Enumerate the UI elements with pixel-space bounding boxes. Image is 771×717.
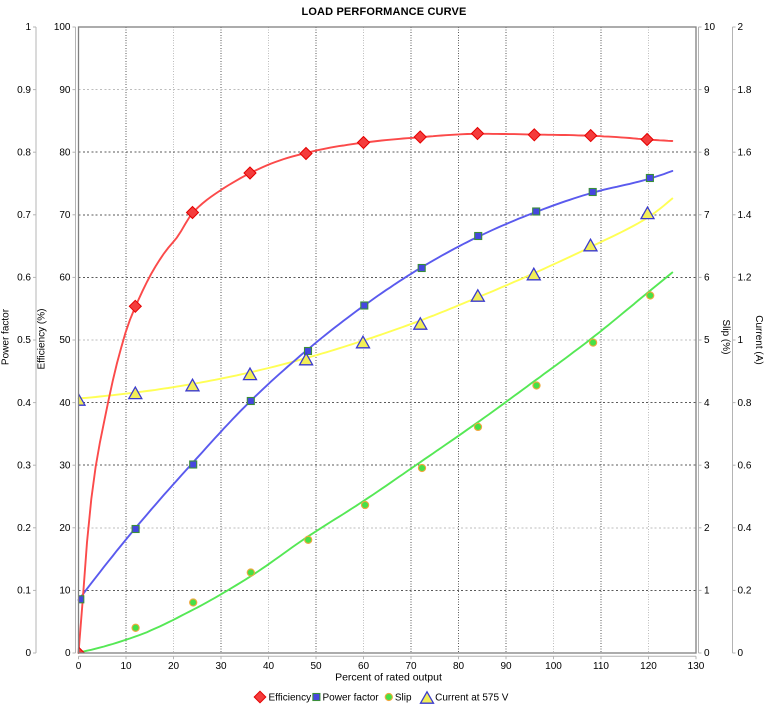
svg-text:70: 70 bbox=[405, 661, 417, 672]
svg-text:5: 5 bbox=[704, 335, 710, 346]
svg-text:110: 110 bbox=[593, 661, 609, 672]
svg-text:7: 7 bbox=[704, 210, 710, 221]
svg-text:0.4: 0.4 bbox=[17, 398, 31, 409]
svg-text:1.8: 1.8 bbox=[738, 85, 752, 96]
svg-text:4: 4 bbox=[704, 398, 710, 409]
svg-text:0.6: 0.6 bbox=[17, 273, 31, 284]
svg-text:10: 10 bbox=[59, 586, 71, 597]
svg-text:6: 6 bbox=[704, 273, 710, 284]
svg-text:50: 50 bbox=[59, 335, 71, 346]
svg-text:90: 90 bbox=[500, 661, 512, 672]
svg-text:20: 20 bbox=[59, 523, 71, 534]
svg-text:40: 40 bbox=[263, 661, 275, 672]
svg-text:60: 60 bbox=[59, 273, 71, 284]
svg-text:120: 120 bbox=[640, 661, 657, 672]
svg-text:Current at 575 V: Current at 575 V bbox=[435, 693, 509, 704]
svg-text:1.2: 1.2 bbox=[738, 273, 752, 284]
svg-text:70: 70 bbox=[59, 210, 71, 221]
svg-text:Power factor: Power factor bbox=[323, 693, 380, 704]
svg-text:2: 2 bbox=[738, 22, 744, 33]
svg-text:0.5: 0.5 bbox=[17, 335, 31, 346]
svg-text:1.6: 1.6 bbox=[738, 147, 752, 158]
svg-text:0: 0 bbox=[738, 648, 744, 659]
svg-text:50: 50 bbox=[310, 661, 322, 672]
svg-text:0: 0 bbox=[25, 648, 31, 659]
svg-text:0: 0 bbox=[65, 648, 71, 659]
svg-text:1: 1 bbox=[25, 22, 31, 33]
svg-text:80: 80 bbox=[59, 147, 71, 158]
svg-text:30: 30 bbox=[215, 661, 227, 672]
svg-text:80: 80 bbox=[453, 661, 465, 672]
svg-text:130: 130 bbox=[688, 661, 705, 672]
svg-text:1: 1 bbox=[738, 335, 744, 346]
svg-text:1.4: 1.4 bbox=[738, 210, 752, 221]
svg-text:20: 20 bbox=[168, 661, 180, 672]
svg-text:0.8: 0.8 bbox=[738, 398, 752, 409]
svg-text:0.1: 0.1 bbox=[17, 586, 31, 597]
svg-text:1: 1 bbox=[704, 586, 710, 597]
svg-text:0.8: 0.8 bbox=[17, 147, 31, 158]
svg-text:Slip (%): Slip (%) bbox=[720, 319, 731, 354]
svg-text:Percent of rated output: Percent of rated output bbox=[335, 672, 442, 684]
svg-text:0.3: 0.3 bbox=[17, 460, 31, 471]
svg-text:0.7: 0.7 bbox=[17, 210, 31, 221]
svg-text:100: 100 bbox=[545, 661, 562, 672]
svg-text:Efficiency (%): Efficiency (%) bbox=[36, 309, 47, 370]
svg-text:30: 30 bbox=[59, 460, 71, 471]
svg-text:0.2: 0.2 bbox=[738, 586, 752, 597]
svg-text:0.4: 0.4 bbox=[738, 523, 752, 534]
svg-text:3: 3 bbox=[704, 460, 710, 471]
svg-text:Power factor: Power factor bbox=[1, 308, 12, 365]
svg-text:60: 60 bbox=[358, 661, 370, 672]
svg-text:0.6: 0.6 bbox=[738, 460, 752, 471]
svg-text:10: 10 bbox=[120, 661, 132, 672]
svg-text:0: 0 bbox=[704, 648, 710, 659]
svg-text:8: 8 bbox=[704, 147, 710, 158]
svg-text:100: 100 bbox=[54, 22, 71, 33]
svg-text:0.9: 0.9 bbox=[17, 85, 31, 96]
svg-text:Slip: Slip bbox=[395, 693, 412, 704]
svg-text:90: 90 bbox=[59, 85, 71, 96]
svg-text:0.2: 0.2 bbox=[17, 523, 31, 534]
svg-text:10: 10 bbox=[704, 22, 716, 33]
svg-text:Efficiency: Efficiency bbox=[269, 693, 312, 704]
svg-text:40: 40 bbox=[59, 398, 71, 409]
svg-text:LOAD PERFORMANCE CURVE: LOAD PERFORMANCE CURVE bbox=[301, 6, 466, 18]
svg-text:0: 0 bbox=[76, 661, 82, 672]
svg-text:9: 9 bbox=[704, 85, 710, 96]
svg-text:Current (A): Current (A) bbox=[753, 315, 764, 364]
svg-text:2: 2 bbox=[704, 523, 710, 534]
